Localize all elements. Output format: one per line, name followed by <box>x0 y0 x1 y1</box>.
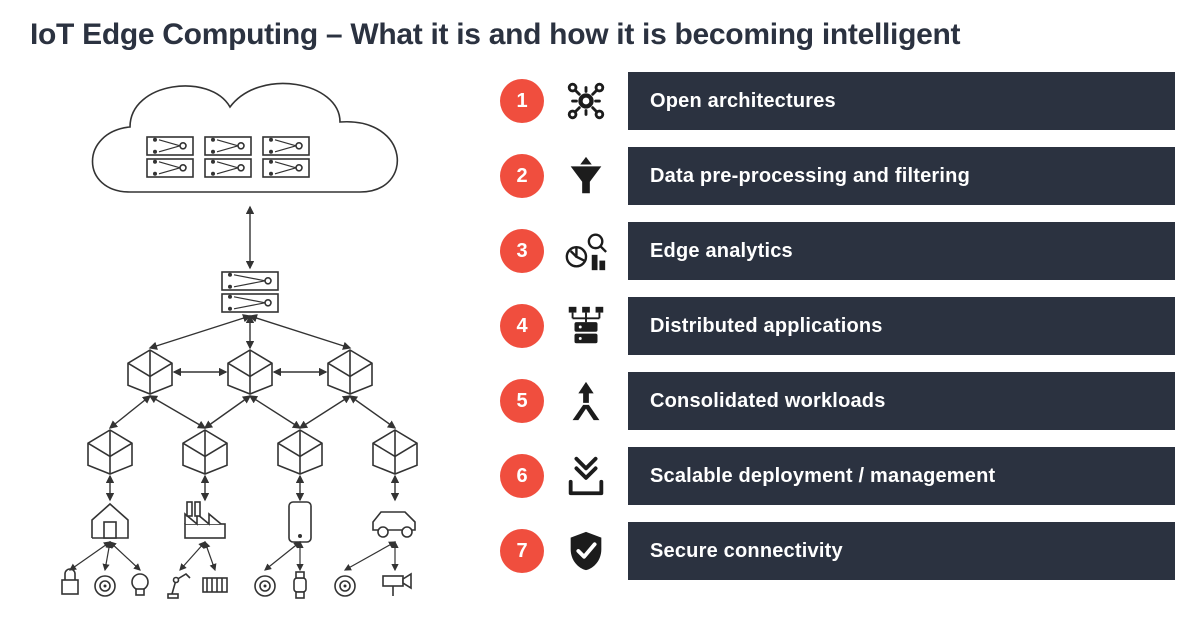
feature-number-badge: 1 <box>500 79 544 123</box>
feature-row: 1 Open architectures <box>500 70 1175 132</box>
feature-label-bar: Open architectures <box>628 72 1175 130</box>
distributed-icon <box>560 300 612 352</box>
feature-label-bar: Data pre-processing and filtering <box>628 147 1175 205</box>
feature-number-badge: 3 <box>500 229 544 273</box>
feature-number-badge: 5 <box>500 379 544 423</box>
merge-arrows-icon <box>560 375 612 427</box>
feature-list: 1 Open architectures 2 Data pre-processin… <box>500 62 1175 622</box>
download-tray-icon <box>560 450 612 502</box>
feature-row: 2 Data pre-processing and filtering <box>500 145 1175 207</box>
feature-number-badge: 6 <box>500 454 544 498</box>
feature-row: 5 Consolidated workloads <box>500 370 1175 432</box>
architecture-diagram <box>40 62 460 602</box>
gears-icon <box>560 75 612 127</box>
feature-row: 3 Edge analytics <box>500 220 1175 282</box>
feature-label-bar: Consolidated workloads <box>628 372 1175 430</box>
page-title: IoT Edge Computing – What it is and how … <box>0 0 1195 62</box>
feature-row: 4 Distributed applications <box>500 295 1175 357</box>
feature-label-bar: Distributed applications <box>628 297 1175 355</box>
feature-label-bar: Secure connectivity <box>628 522 1175 580</box>
feature-row: 7 Secure connectivity <box>500 520 1175 582</box>
funnel-icon <box>560 150 612 202</box>
feature-label-bar: Edge analytics <box>628 222 1175 280</box>
analytics-icon <box>560 225 612 277</box>
feature-number-badge: 4 <box>500 304 544 348</box>
content-area: 1 Open architectures 2 Data pre-processin… <box>0 62 1195 622</box>
feature-label-bar: Scalable deployment / management <box>628 447 1175 505</box>
feature-row: 6 Scalable deployment / management <box>500 445 1175 507</box>
feature-number-badge: 2 <box>500 154 544 198</box>
feature-number-badge: 7 <box>500 529 544 573</box>
shield-check-icon <box>560 525 612 577</box>
